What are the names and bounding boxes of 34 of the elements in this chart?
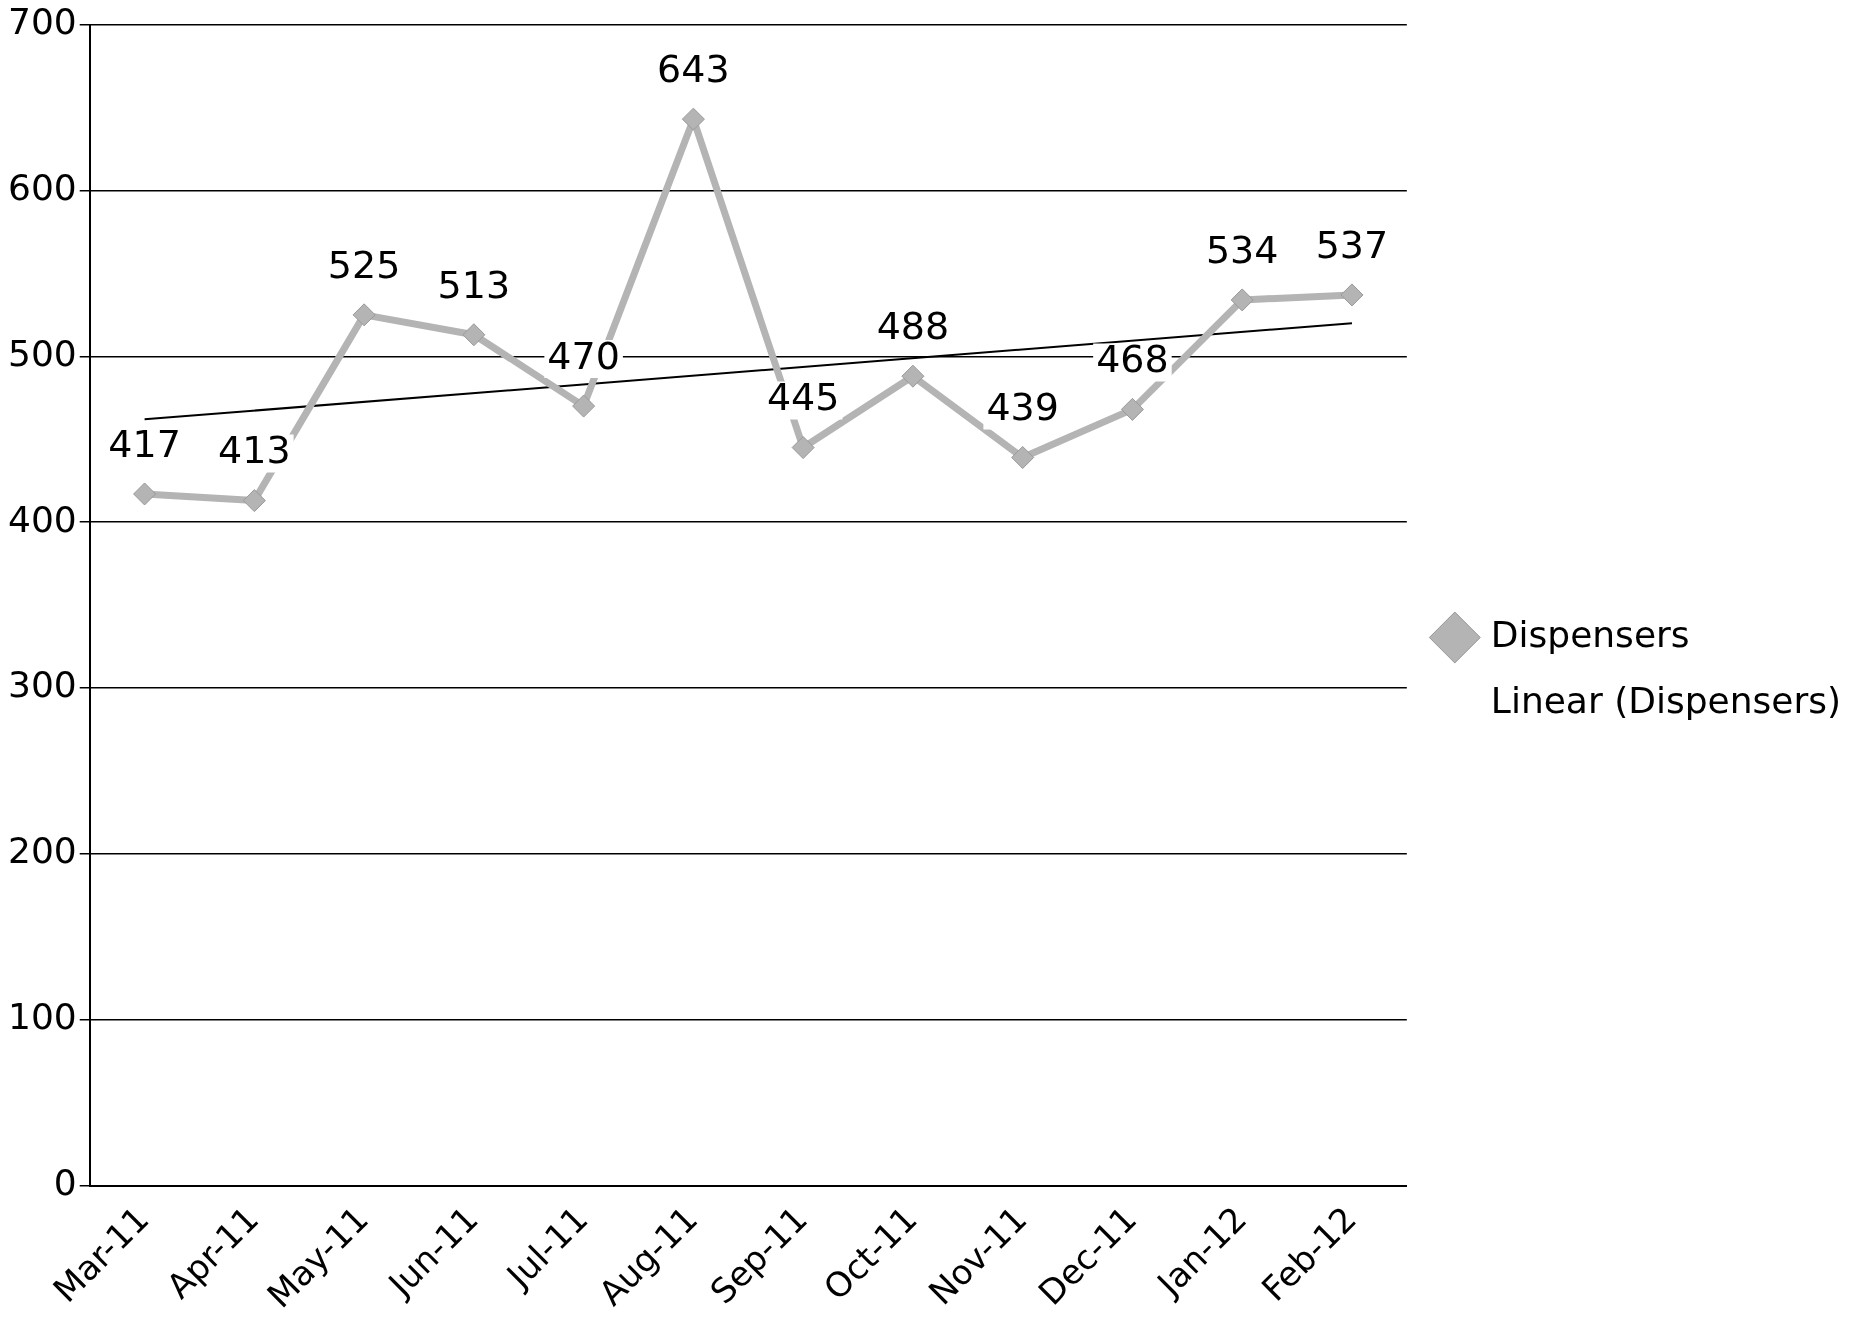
point <box>133 482 157 506</box>
data-label: 513 <box>437 262 511 307</box>
point <box>1340 283 1364 307</box>
point <box>1120 397 1144 421</box>
legend-label: Dispensers <box>1490 613 1690 655</box>
y-tick-label: 0 <box>53 1161 77 1203</box>
point <box>572 394 596 418</box>
y-tick-label: 600 <box>7 166 77 208</box>
y-tick-label: 700 <box>7 0 77 42</box>
data-label: 468 <box>1096 337 1169 382</box>
point <box>1230 288 1254 312</box>
text: Linear (Dispensers) <box>1490 679 1842 721</box>
point <box>1011 445 1035 469</box>
point <box>901 364 925 388</box>
point <box>242 489 266 513</box>
data-label: 417 <box>108 421 181 466</box>
data-label: 525 <box>327 242 401 287</box>
point <box>681 107 705 131</box>
y-tick-label: 300 <box>7 664 77 706</box>
data-label: 534 <box>1205 227 1279 272</box>
data-label: 537 <box>1315 222 1389 267</box>
point <box>791 436 815 460</box>
point <box>462 323 486 347</box>
data-label: 488 <box>876 304 950 349</box>
point <box>352 303 376 327</box>
y-tick-label: 400 <box>7 498 77 540</box>
y-tick-label: 200 <box>7 830 77 872</box>
data-label: 413 <box>218 428 291 473</box>
data-label: 439 <box>986 385 1059 430</box>
y-tick-label: 100 <box>7 996 77 1038</box>
data-label: 470 <box>547 333 620 378</box>
data-label: 643 <box>657 47 730 92</box>
y-tick-label: 500 <box>7 332 77 374</box>
data-label: 445 <box>766 375 840 420</box>
